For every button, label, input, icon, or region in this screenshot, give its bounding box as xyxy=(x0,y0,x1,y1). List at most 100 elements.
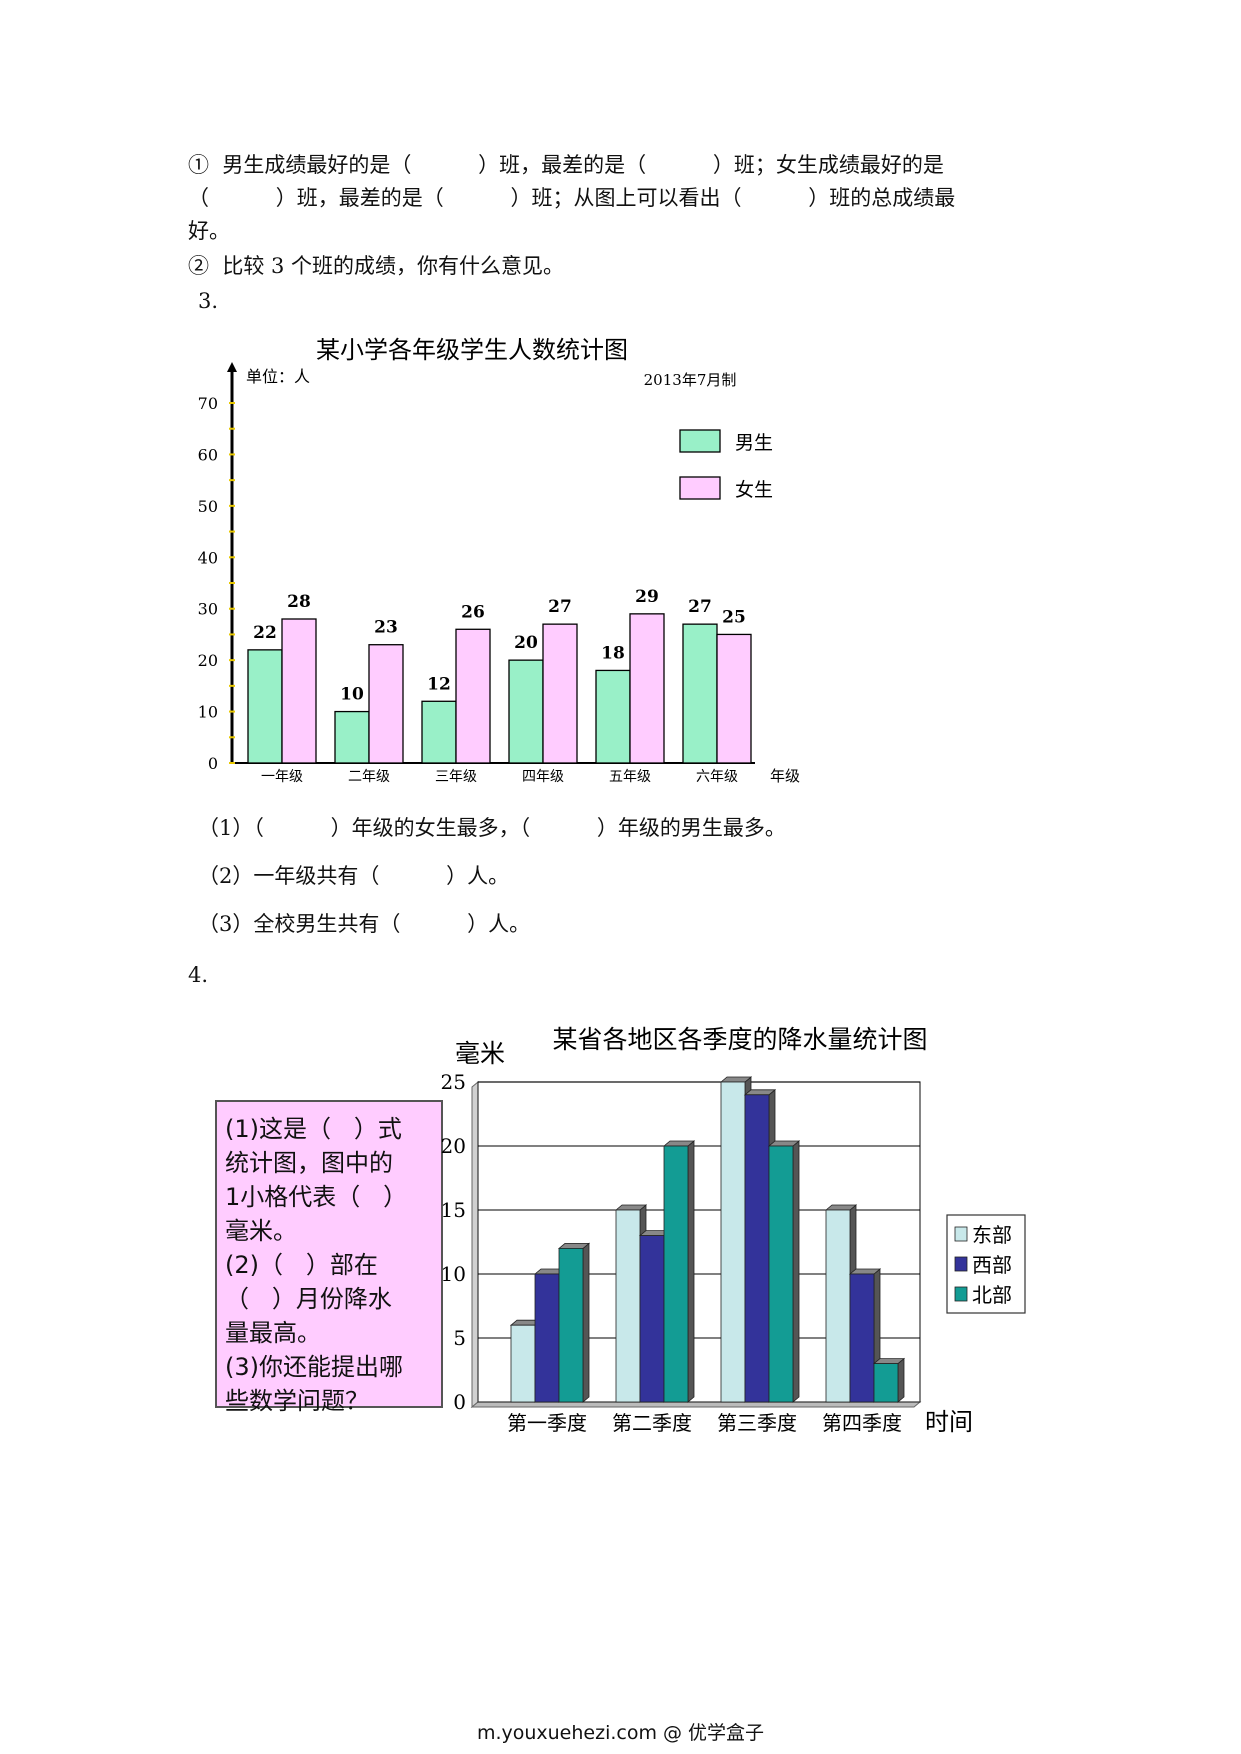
bar-girls xyxy=(629,613,665,764)
bar-top-north xyxy=(662,1140,696,1147)
bar-north xyxy=(873,1363,899,1403)
intro-line-1: ① 男生成绩最好的是（ ）班，最差的是（ ）班；女生成绩最好的是 xyxy=(188,153,944,177)
note-line: (3)你还能提出哪 xyxy=(225,1353,403,1381)
chart-title: 某省各地区各季度的降水量统计图 xyxy=(552,1025,927,1054)
question-note-box: (1)这是（ ）式 统计图，图中的 1小格代表（ ） 毫米。 (2)（ ）部在 … xyxy=(215,1100,443,1415)
bar-side-north xyxy=(792,1140,800,1403)
y-tick-label: 20 xyxy=(441,1134,466,1158)
note-line: 1小格代表（ ） xyxy=(225,1183,408,1211)
bar-value-label: 20 xyxy=(514,633,538,653)
bar-top-east xyxy=(614,1204,648,1211)
y-tick-label: 20 xyxy=(198,651,218,670)
bar-west xyxy=(744,1094,770,1403)
bar-top-east xyxy=(824,1204,858,1211)
y-tick-label: 10 xyxy=(198,703,218,722)
bar-north xyxy=(558,1247,584,1403)
y-tick-label: 50 xyxy=(198,497,218,516)
bar-girls xyxy=(716,633,752,764)
x-tick-label: 五年级 xyxy=(609,769,651,785)
bar-value-label: 10 xyxy=(340,685,364,705)
bar-value-label: 23 xyxy=(374,618,398,638)
q3-question-1: （1）（ ）年级的女生最多，（ ）年级的男生最多。 xyxy=(198,816,786,840)
y-tick-label: 25 xyxy=(441,1070,466,1094)
y-axis-label: 毫米 xyxy=(455,1039,505,1068)
bar-value-label: 25 xyxy=(722,607,746,627)
x-axis-label: 年级 xyxy=(770,767,800,785)
bar-east xyxy=(615,1209,641,1403)
y-axis-arrow xyxy=(227,362,237,372)
note-line: 统计图，图中的 xyxy=(225,1149,393,1177)
x-axis-label: 时间 xyxy=(925,1408,973,1436)
bar-west xyxy=(849,1273,875,1403)
bar-side-north xyxy=(687,1140,695,1403)
x-tick-label: 第二季度 xyxy=(612,1411,692,1435)
bar-west xyxy=(639,1235,665,1403)
chart-floor xyxy=(470,1401,922,1408)
x-tick-label: 四年级 xyxy=(522,769,564,785)
x-tick-label: 三年级 xyxy=(435,769,477,785)
legend-label: 西部 xyxy=(972,1253,1012,1277)
note-line: 毫米。 xyxy=(225,1217,297,1245)
intro-line-3: 好。 xyxy=(188,219,230,243)
q3-question-2: （2）一年级共有（ ）人。 xyxy=(198,864,510,888)
legend-label: 女生 xyxy=(735,479,773,501)
bar-side-north xyxy=(582,1242,590,1403)
bar-value-label: 18 xyxy=(601,643,625,663)
x-tick-label: 二年级 xyxy=(348,769,390,785)
bar-boys xyxy=(334,710,370,764)
x-tick-label: 第四季度 xyxy=(822,1411,902,1435)
chart-side-wall xyxy=(471,1080,479,1409)
y-tick-label: 15 xyxy=(441,1198,466,1222)
y-tick-label: 5 xyxy=(453,1326,466,1350)
bar-top-north xyxy=(872,1358,906,1365)
legend-swatch xyxy=(954,1286,968,1302)
bar-girls xyxy=(455,628,491,764)
intro-line-4: ② 比较 3 个班的成绩，你有什么意见。 xyxy=(188,254,565,278)
footer-text: m.youxuehezi.com @ 优学盒子 xyxy=(476,1722,765,1744)
bar-value-label: 22 xyxy=(253,623,277,643)
note-line: (1)这是（ ）式 xyxy=(225,1115,402,1143)
legend-label: 东部 xyxy=(972,1223,1012,1247)
bar-east xyxy=(825,1209,851,1403)
bar-girls xyxy=(368,644,404,764)
legend-swatch xyxy=(954,1256,968,1272)
bar-value-label: 12 xyxy=(427,674,451,694)
q3-question-3: （3）全校男生共有（ ）人。 xyxy=(198,912,531,936)
legend-label: 男生 xyxy=(735,432,773,454)
bar-value-label: 29 xyxy=(635,587,659,607)
bar-boys xyxy=(421,700,457,764)
date-label: 2013年7月制 xyxy=(644,371,737,389)
bar-side-north xyxy=(897,1357,905,1403)
bar-girls xyxy=(542,623,578,764)
x-tick-label: 六年级 xyxy=(696,769,738,785)
question-4-number: 4. xyxy=(188,963,209,987)
note-line: 些数学问题？ xyxy=(225,1387,369,1415)
y-tick-label: 0 xyxy=(208,754,218,773)
bar-value-label: 28 xyxy=(287,592,311,612)
bar-top-east xyxy=(719,1076,753,1083)
bar-north xyxy=(768,1145,794,1403)
bar-east xyxy=(510,1324,536,1403)
legend-swatch xyxy=(954,1226,968,1242)
note-line: 量最高。 xyxy=(225,1319,321,1347)
note-line: （ ）月份降水 xyxy=(225,1285,392,1313)
bar-boys xyxy=(595,669,631,764)
bar-east xyxy=(720,1081,746,1403)
bar-value-label: 27 xyxy=(548,597,572,617)
x-tick-label: 第三季度 xyxy=(717,1411,797,1435)
bar-top-north xyxy=(767,1140,801,1147)
bar-girls xyxy=(281,618,317,764)
precipitation-chart: 某省各地区各季度的降水量统计图 毫米 0 5 10 15 20 25 第一季度 第二季度 第三季度 第… xyxy=(441,1025,1026,1436)
x-tick-label: 一年级 xyxy=(261,769,303,785)
bar-top-west xyxy=(848,1268,882,1275)
chart-title: 某小学各年级学生人数统计图 xyxy=(316,336,628,364)
y-tick-label: 0 xyxy=(453,1390,466,1414)
bar-west xyxy=(534,1273,560,1403)
bar-value-label: 26 xyxy=(461,602,485,622)
y-tick-label: 40 xyxy=(198,548,218,567)
intro-line-2: （ ）班，最差的是（ ）班；从图上可以看出（ ）班的总成绩最 xyxy=(188,186,956,210)
bar-value-label: 27 xyxy=(688,597,712,617)
y-tick-label: 60 xyxy=(198,445,218,464)
bar-north xyxy=(663,1145,689,1403)
bar-boys xyxy=(247,649,283,764)
